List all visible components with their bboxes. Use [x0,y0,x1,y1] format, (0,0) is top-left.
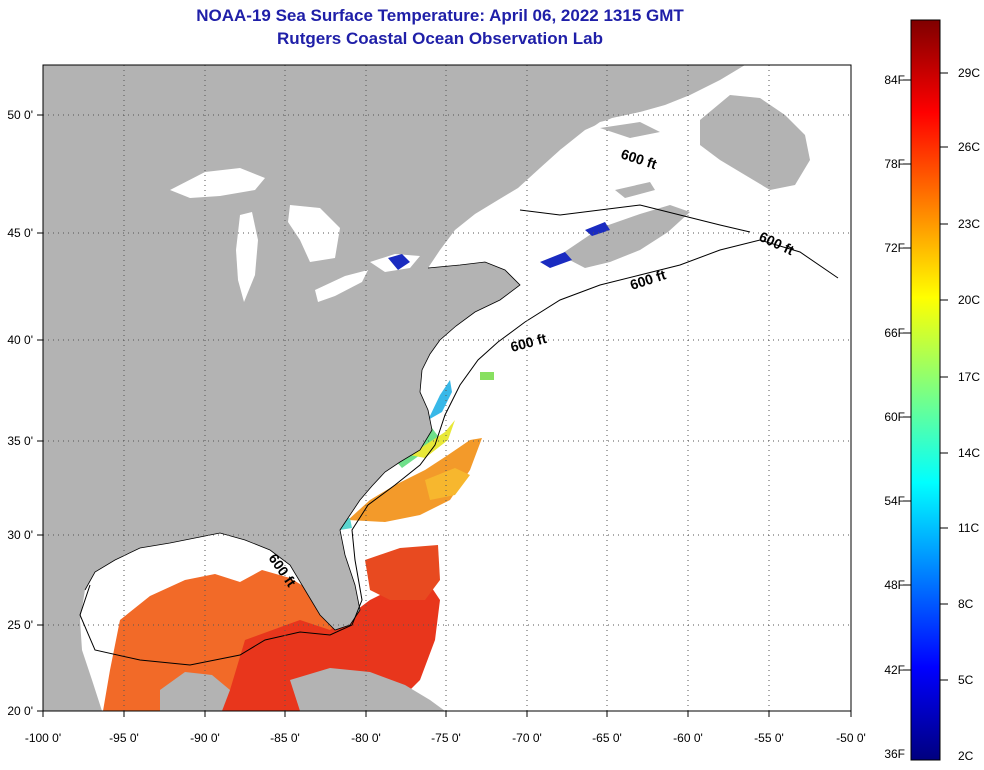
colorbar-c-label: 29C [958,66,980,80]
colorbar-c-label: 23C [958,217,980,231]
gulf-of-st-lawrence [560,112,710,205]
y-tick-label: 50 0' [7,108,33,122]
bathymetry-contour-600ft [79,239,839,666]
y-tick-label: 20 0' [7,704,33,718]
colorbar-f-label: 72F [884,241,905,255]
gulf-stream-warm-core [425,468,470,500]
anticosti-island [600,122,660,138]
y-tick-label: 25 0' [7,618,33,632]
cuba-land [290,668,445,711]
colorbar-c-label: 11C [958,521,979,535]
y-tick-label: 45 0' [7,226,33,240]
map-subtitle: Rutgers Coastal Ocean Observation Lab [277,29,603,48]
colorbar-f-label: 60F [884,410,905,424]
colorbar-c-label: 2C [958,749,974,763]
colorbar-c-label: 17C [958,370,980,384]
colorbar-f-label: 66F [884,326,905,340]
bathymetry-contour-north [519,204,751,233]
newfoundland-land [700,95,810,190]
colorbar-c-label: 14C [958,446,980,460]
x-tick-label: -70 0' [512,731,542,745]
x-tick-label: -85 0' [270,731,300,745]
lake-michigan [236,212,258,302]
x-tick-label: -90 0' [190,731,220,745]
colorbar-celsius-labels: 29C 26C 23C 20C 17C 14C 11C 8C 5C 2C [940,66,980,763]
north-america-land [43,65,745,711]
colorbar-c-label: 20C [958,293,980,307]
coastline-outline [84,261,521,631]
x-tick-label: -65 0' [592,731,622,745]
x-tick-label: -60 0' [673,731,703,745]
plot-frame [42,64,852,712]
colorbar-f-label: 42F [884,663,905,677]
y-tick-label: 30 0' [7,528,33,542]
bahamas-sst [365,545,440,600]
y-tick-label: 40 0' [7,333,33,347]
gulf-stream-sst [348,438,482,522]
yucatan-land [160,672,230,711]
colorbar-c-label: 26C [958,140,980,154]
x-tick-label: -95 0' [109,731,139,745]
x-tick-label: -100 0' [25,731,61,745]
y-axis: 50 0' 45 0' 40 0' 35 0' 30 0' 25 0' 20 0' [7,108,43,718]
colorbar [910,19,941,761]
x-tick-label: -80 0' [351,731,381,745]
map-layers [43,65,839,711]
colorbar-f-label: 54F [884,494,905,508]
lake-superior [170,168,265,198]
colorbar-c-label: 5C [958,673,974,687]
colorbar-f-label: 84F [884,73,905,87]
st-lawrence-cold-patch [585,222,610,236]
lake-erie [315,270,368,302]
pei-island [615,182,655,198]
nova-scotia-land [560,205,690,268]
colorbar-c-label: 8C [958,597,974,611]
x-axis: -100 0' -95 0' -90 0' -85 0' -80 0' -75 0' -70… [25,711,866,745]
colorbar-f-label: 36F [884,747,905,761]
map-title: NOAA-19 Sea Surface Temperature: April 0… [196,6,684,25]
y-tick-label: 35 0' [7,434,33,448]
bay-of-fundy-cold-patch [540,252,572,268]
x-tick-label: -75 0' [431,731,461,745]
x-tick-label: -50 0' [836,731,866,745]
colorbar-fahrenheit-labels: 84F 78F 72F 66F 60F 54F 48F 42F 36F [884,73,911,761]
lake-ontario-cold-patch [388,254,410,270]
colorbar-f-label: 78F [884,157,905,171]
x-tick-label: -55 0' [754,731,784,745]
north-offshore-warm-patch [480,372,494,380]
colorbar-f-label: 48F [884,578,905,592]
